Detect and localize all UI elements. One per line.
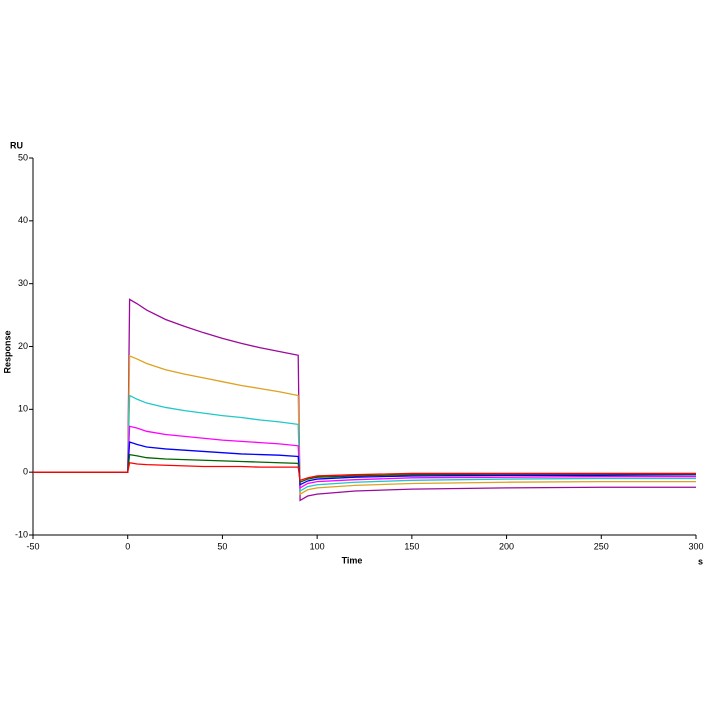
x-axis-label: Time — [342, 555, 363, 565]
y-tick-label: 40 — [18, 215, 28, 225]
series-line — [33, 425, 696, 489]
y-tick-label: -10 — [15, 529, 28, 539]
series-line — [33, 298, 696, 502]
y-tick-label: 20 — [18, 341, 28, 351]
y-axis-label: Response — [2, 330, 12, 373]
y-unit: RU — [10, 140, 23, 150]
series-line — [33, 453, 696, 484]
x-tick-label: 50 — [217, 541, 227, 551]
series-line — [33, 394, 696, 493]
y-tick-label: 50 — [18, 152, 28, 162]
x-tick-label: 100 — [310, 541, 325, 551]
x-tick-label: 150 — [404, 541, 419, 551]
x-tick-label: 300 — [688, 541, 703, 551]
x-tick-label: -50 — [26, 541, 39, 551]
y-tick-label: 0 — [23, 467, 28, 477]
y-tick-label: 10 — [18, 404, 28, 414]
x-unit: s — [698, 556, 703, 566]
x-tick-label: 0 — [125, 541, 130, 551]
x-tick-label: 250 — [594, 541, 609, 551]
y-tick-label: 30 — [18, 278, 28, 288]
series-line — [33, 441, 697, 486]
series-line — [33, 354, 696, 496]
x-tick-label: 200 — [499, 541, 514, 551]
series-line — [33, 461, 696, 482]
